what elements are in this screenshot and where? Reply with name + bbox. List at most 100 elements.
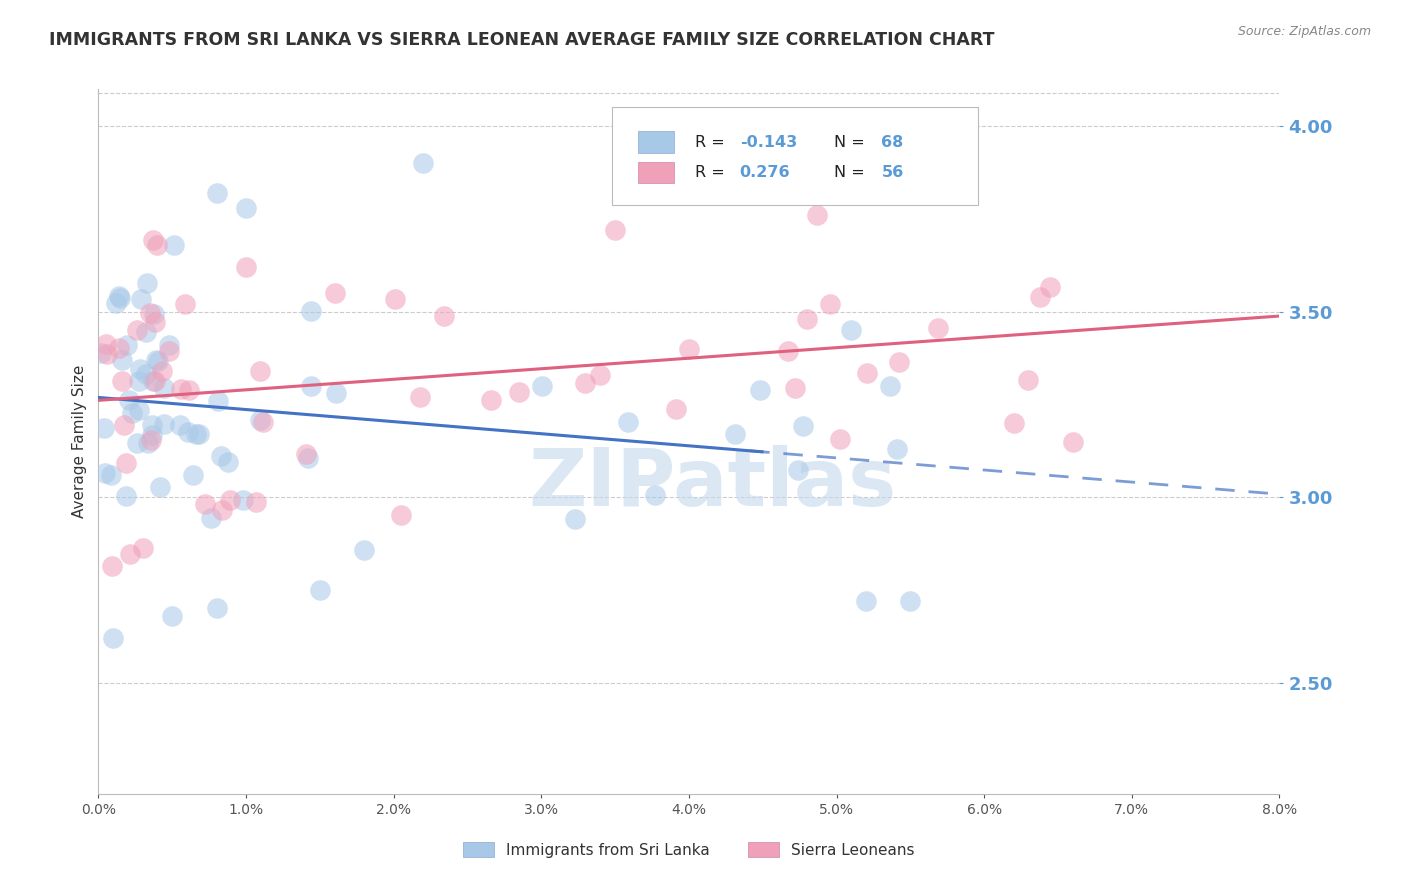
- Point: [207, 394, 229, 409]
- Point: [141, 418, 163, 433]
- FancyBboxPatch shape: [612, 107, 979, 205]
- Point: [146, 238, 169, 252]
- Point: [143, 374, 166, 388]
- Point: [169, 417, 191, 432]
- Point: [142, 234, 165, 248]
- Point: [299, 379, 322, 393]
- Text: N =: N =: [834, 165, 870, 180]
- Point: [530, 378, 553, 392]
- Point: [1029, 290, 1052, 304]
- Point: [188, 426, 211, 441]
- Point: [112, 417, 135, 432]
- Point: [389, 508, 412, 523]
- Point: [412, 156, 434, 170]
- Point: [143, 316, 166, 330]
- Point: [249, 363, 271, 377]
- Point: [200, 511, 222, 525]
- Point: [157, 344, 180, 359]
- Point: [153, 417, 176, 432]
- Point: [174, 297, 197, 311]
- Legend: Immigrants from Sri Lanka, Sierra Leoneans: Immigrants from Sri Lanka, Sierra Leonea…: [457, 836, 921, 863]
- Point: [806, 208, 828, 222]
- Text: R =: R =: [695, 135, 730, 150]
- Point: [117, 393, 139, 408]
- Text: 68: 68: [882, 135, 904, 150]
- Point: [141, 433, 163, 447]
- Point: [855, 594, 877, 608]
- Text: IMMIGRANTS FROM SRI LANKA VS SIERRA LEONEAN AVERAGE FAMILY SIZE CORRELATION CHAR: IMMIGRANTS FROM SRI LANKA VS SIERRA LEON…: [49, 31, 994, 49]
- Point: [409, 390, 432, 404]
- Text: -0.143: -0.143: [740, 135, 797, 150]
- Point: [205, 186, 228, 200]
- Point: [787, 463, 810, 477]
- Point: [93, 421, 115, 435]
- Point: [143, 307, 166, 321]
- Point: [94, 337, 117, 351]
- Point: [209, 449, 232, 463]
- Y-axis label: Average Family Size: Average Family Size: [72, 365, 87, 518]
- Point: [125, 436, 148, 450]
- Text: N =: N =: [834, 135, 870, 150]
- Point: [103, 631, 125, 645]
- Point: [181, 467, 204, 482]
- Point: [855, 366, 877, 380]
- Point: [177, 384, 200, 398]
- Point: [855, 175, 877, 189]
- Point: [186, 426, 208, 441]
- Point: [96, 346, 118, 360]
- Point: [111, 374, 134, 388]
- Point: [94, 466, 117, 480]
- Point: [605, 223, 627, 237]
- Point: [128, 361, 150, 376]
- Point: [217, 455, 239, 469]
- Point: [149, 480, 172, 494]
- Point: [252, 415, 274, 429]
- Point: [232, 493, 254, 508]
- Point: [125, 323, 148, 337]
- Point: [170, 382, 193, 396]
- Point: [574, 376, 596, 390]
- Point: [665, 401, 688, 416]
- Text: Source: ZipAtlas.com: Source: ZipAtlas.com: [1237, 25, 1371, 38]
- Point: [889, 355, 911, 369]
- Text: R =: R =: [695, 165, 730, 180]
- Point: [299, 304, 322, 318]
- Point: [141, 427, 163, 442]
- Point: [136, 276, 159, 290]
- Point: [353, 542, 375, 557]
- Point: [818, 297, 841, 311]
- Point: [325, 386, 347, 401]
- Point: [105, 296, 128, 310]
- Point: [249, 413, 271, 427]
- Point: [830, 432, 852, 446]
- Point: [297, 451, 319, 466]
- Point: [205, 601, 228, 615]
- FancyBboxPatch shape: [638, 131, 673, 153]
- Point: [564, 512, 586, 526]
- Point: [135, 325, 157, 339]
- Point: [323, 286, 346, 301]
- Point: [135, 367, 157, 381]
- Point: [1017, 373, 1039, 387]
- Point: [114, 456, 136, 470]
- Point: [792, 418, 814, 433]
- Point: [749, 384, 772, 398]
- Point: [1062, 434, 1084, 449]
- Point: [162, 608, 183, 623]
- Point: [211, 503, 233, 517]
- Point: [118, 547, 141, 561]
- Point: [900, 594, 922, 608]
- Point: [115, 337, 138, 351]
- Point: [153, 381, 176, 395]
- Point: [841, 323, 863, 337]
- Point: [384, 292, 406, 306]
- FancyBboxPatch shape: [638, 161, 673, 183]
- Point: [235, 260, 257, 275]
- Point: [776, 343, 799, 358]
- Point: [295, 447, 318, 461]
- Point: [796, 312, 818, 326]
- Point: [157, 337, 180, 351]
- Point: [108, 341, 131, 355]
- Point: [309, 582, 332, 597]
- Point: [194, 497, 217, 511]
